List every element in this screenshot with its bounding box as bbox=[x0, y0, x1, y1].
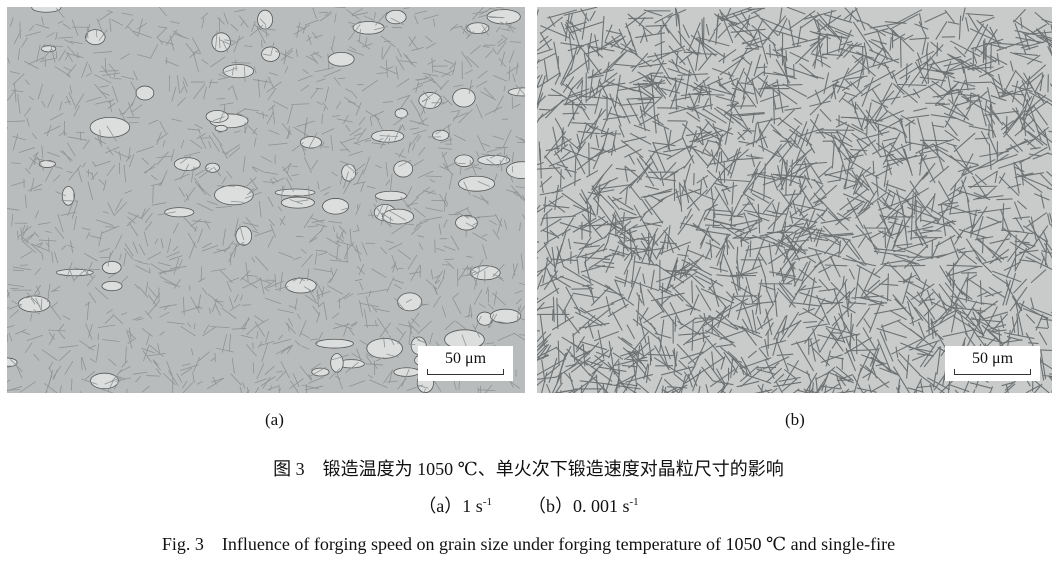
scale-bar-label: 50 μm bbox=[444, 350, 487, 367]
panel-label-b: (b) bbox=[785, 410, 805, 429]
scale-bar-a: 50 μm bbox=[418, 346, 513, 381]
exponent: -1 bbox=[482, 496, 492, 508]
microstructure-a bbox=[7, 7, 525, 393]
caption-chinese: 图 3 锻造温度为 1050 ℃、单火次下锻造速度对晶粒尺寸的影响 bbox=[273, 459, 784, 479]
panel-label-a: (a) bbox=[265, 410, 284, 429]
scale-bar-line bbox=[954, 369, 1031, 375]
caption-sub-a: （a）1 s bbox=[418, 496, 483, 516]
exponent: -1 bbox=[629, 496, 639, 508]
caption-subfigures: （a）1 s-1 （b）0. 001 s-1 bbox=[0, 492, 1057, 518]
scale-bar-line bbox=[427, 369, 504, 375]
scale-bar-b: 50 μm bbox=[945, 346, 1040, 381]
caption-sub-b: （b）0. 001 s bbox=[527, 496, 630, 516]
micrograph-b: 50 μm bbox=[537, 7, 1052, 393]
scale-bar-label: 50 μm bbox=[971, 350, 1014, 367]
caption-english: Fig. 3 Influence of forging speed on gra… bbox=[161, 534, 896, 554]
micrograph-a: 50 μm bbox=[7, 7, 525, 393]
microstructure-b bbox=[537, 7, 1052, 393]
